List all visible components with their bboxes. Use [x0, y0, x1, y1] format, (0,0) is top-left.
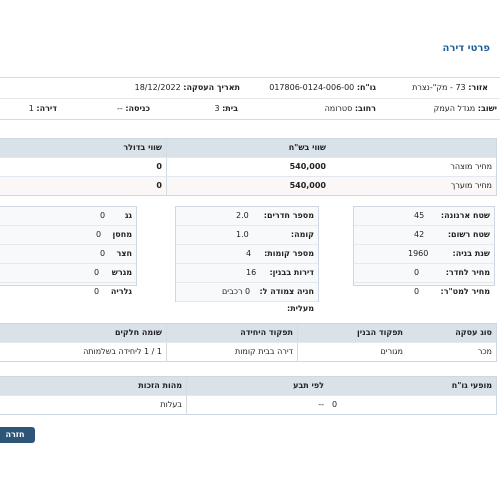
deal-date-field: תאריך העסקה: 18/12/2022: [134, 83, 240, 92]
list-item: שטח רשום: 42: [354, 226, 494, 245]
list-item: גג 0: [0, 207, 136, 226]
list-item: קומה: 1.0: [176, 226, 318, 245]
header-nis: שווי בש"ח: [166, 139, 330, 157]
price-table-header: שווי בדולר שווי בש"ח: [0, 139, 496, 157]
list-item: מספר חדרים: 2.0: [176, 207, 318, 226]
meta-row-1: אזור: 73 - מק"-נצרת גו"ח: 017806-0124-00…: [0, 78, 500, 98]
area-details-card: שטח ארנונה: 45 שטח רשום: 42 שנת בניה: 1960 …: [353, 206, 495, 296]
entrance-field: כניסה: --: [117, 104, 150, 113]
list-item: מספר קומות: 4: [176, 245, 318, 264]
area-field: אזור: 73 - מק"-נצרת: [412, 83, 488, 92]
deal-meta: אזור: 73 - מק"-נצרת גו"ח: 017806-0124-00…: [0, 77, 500, 120]
apartment-field: דירה: 1: [28, 104, 57, 113]
rights-table: מהות הזכות לפי תבע מופעי גו"ח בעלות -- 0: [0, 376, 497, 415]
list-item: חניה צמודה ל: 0 רכבים: [176, 283, 318, 302]
header-label: [330, 139, 496, 157]
back-button[interactable]: חזרה: [0, 427, 35, 443]
header-usd: שווי בדולר: [0, 139, 166, 157]
street-field: רחוב: סטרומה: [324, 104, 376, 113]
settlement-field: ישוב: מגדל העמק: [433, 104, 497, 113]
meta-row-2: ישוב: מגדל העמק רחוב: סטרומה בית: 3 כניס…: [0, 98, 500, 119]
list-item: גלריה 0: [94, 287, 132, 296]
list-item: מחיר למט"ר: 0: [414, 287, 490, 296]
list-item: שטח ארנונה: 45: [354, 207, 494, 226]
list-item: דירות בבנין: 16: [176, 264, 318, 283]
list-item: מגרש 0: [0, 264, 136, 283]
table-row: 0 540,000 מחיר מוצהר: [0, 157, 496, 176]
list-item: מעלית:: [287, 304, 314, 313]
list-item: שנת בניה: 1960: [354, 245, 494, 264]
table-row: בעלות -- 0: [0, 395, 496, 414]
page-title: פרטי דירה: [442, 43, 490, 54]
table-row: 1 / 1 ליחידה בשלמותה דירה בבית קומות מגו…: [0, 342, 496, 361]
deal-type-table: שומה חלקים תפקוד היחידה תפקוד הבנין סוג …: [0, 323, 497, 362]
deal-table-header: שומה חלקים תפקוד היחידה תפקוד הבנין סוג …: [0, 324, 496, 342]
table-row: 0 540,000 מחיר מוערך: [0, 176, 496, 195]
list-item: מחיר לחדר: 0: [354, 264, 494, 283]
house-field: בית: 3: [214, 104, 238, 113]
price-table: שווי בדולר שווי בש"ח 0 540,000 מחיר מוצה…: [0, 138, 497, 196]
list-item: מחסן 0: [0, 226, 136, 245]
rights-table-header: מהות הזכות לפי תבע מופעי גו"ח: [0, 377, 496, 395]
apartment-details-card: מספר חדרים: 2.0 קומה: 1.0 מספר קומות: 4 דיר…: [175, 206, 319, 313]
block-field: גו"ח: 017806-0124-006-00: [269, 83, 376, 92]
extras-card: גג 0 מחסן 0 חצר 0 מגרש 0 גלריה 0: [0, 206, 137, 296]
list-item: חצר 0: [0, 245, 136, 264]
